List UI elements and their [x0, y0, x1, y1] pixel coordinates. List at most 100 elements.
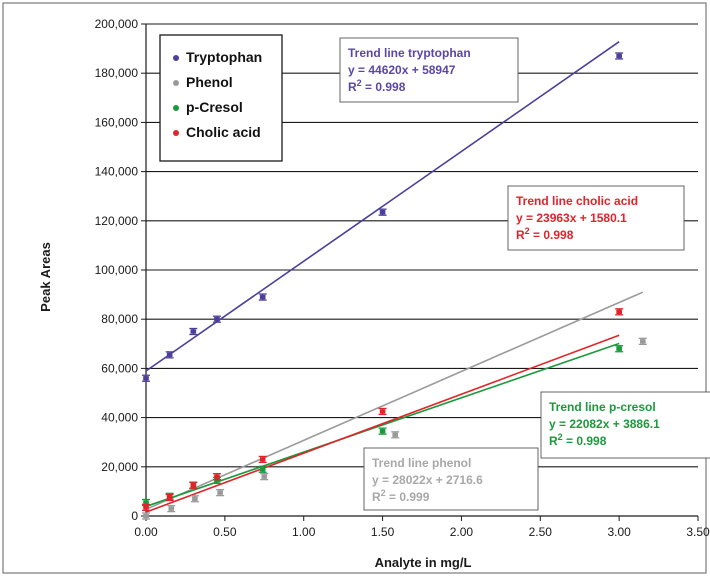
data-point-phenol — [167, 504, 176, 513]
x-tick-label: 1.50 — [371, 525, 395, 539]
x-tick-label: 0.00 — [134, 525, 158, 539]
data-point-cholic-acid — [142, 503, 150, 512]
marker — [259, 457, 266, 462]
marker — [166, 352, 173, 358]
data-point-tryptophan — [258, 293, 267, 301]
marker — [379, 209, 386, 215]
data-point-tryptophan — [165, 351, 174, 359]
annotation-box — [363, 447, 539, 511]
legend-marker — [173, 105, 179, 111]
data-point-phenol — [142, 512, 150, 520]
annotation-tryptophan: Trend line tryptophan y = 44620x + 58947R… — [339, 37, 519, 103]
data-point-cholic-acid — [258, 455, 267, 464]
legend-marker — [173, 80, 179, 86]
annotation-r2: R2 = 0.998 — [549, 432, 607, 448]
y-tick-label: 200,000 — [95, 17, 139, 31]
trend-lines — [145, 41, 644, 513]
marker — [143, 505, 149, 510]
legend-label: Tryptophan — [186, 49, 262, 65]
data-point-tryptophan — [378, 208, 387, 216]
data-point-cholic-acid — [212, 472, 221, 481]
legend-label: Cholic acid — [186, 124, 261, 140]
marker — [259, 467, 266, 472]
marker — [214, 478, 220, 483]
x-axis-title: Analyte in mg/L — [375, 555, 472, 570]
data-point-phenol — [190, 495, 199, 503]
axes: 0 20,000 40,000 60,000 80,000 100,000 120,000 1… — [95, 17, 710, 539]
data-point-cholic-acid — [165, 493, 174, 502]
annotation-phenol: Trend line phenol y = 28022x + 2716.6R2 =… — [363, 447, 539, 511]
data-point-tryptophan — [142, 374, 150, 382]
marker — [214, 317, 220, 322]
data-point-phenol — [638, 337, 647, 345]
marker — [190, 329, 197, 334]
annotation-r2: R2 = 0.999 — [372, 488, 430, 504]
legend-label: Phenol — [186, 74, 233, 90]
data-point-tryptophan — [212, 315, 221, 323]
annotation-r2: R2 = 0.998 — [348, 78, 406, 94]
annotation-title: Trend line cholic acid — [516, 194, 638, 208]
data-point-p-cresol — [258, 465, 267, 473]
data-points — [142, 52, 647, 520]
annotation-title: Trend line phenol — [372, 456, 471, 470]
y-tick-label: 160,000 — [95, 115, 139, 129]
annotation-title: Trend line tryptophan — [348, 46, 471, 60]
marker — [143, 376, 149, 381]
marker — [261, 474, 268, 479]
y-tick-label: 60,000 — [101, 361, 138, 375]
annotation-cholic-acid: Trend line cholic acid y = 23963x + 1580.… — [507, 185, 685, 251]
data-point-cholic-acid — [615, 308, 624, 316]
legend-box — [159, 34, 283, 162]
marker — [259, 294, 266, 300]
data-point-phenol — [260, 472, 269, 481]
trend-line-phenol — [145, 291, 644, 511]
data-point-p-cresol — [378, 427, 387, 435]
marker — [168, 506, 175, 511]
data-point-cholic-acid — [378, 407, 387, 416]
y-tick-label: 40,000 — [101, 411, 138, 425]
x-tick-label: 3.00 — [607, 525, 631, 539]
marker — [616, 53, 622, 59]
annotation-p-cresol: Trend line p-cresol y = 22082x + 3886.1R2… — [540, 391, 710, 459]
annotation-equation: y = 28022x + 2716.6 — [372, 473, 483, 487]
annotation-equation: y = 23963x + 1580.1 — [516, 211, 627, 225]
annotation-box — [339, 37, 519, 103]
x-tick-label: 2.50 — [529, 525, 553, 539]
data-point-tryptophan — [615, 52, 624, 60]
marker — [379, 428, 386, 434]
marker — [616, 309, 622, 315]
y-tick-label: 100,000 — [95, 263, 139, 277]
data-point-phenol — [216, 488, 225, 497]
legend-marker — [173, 130, 179, 136]
x-tick-label: 1.00 — [292, 525, 316, 539]
y-axis-title: Peak Areas — [38, 242, 53, 312]
legend-marker — [173, 55, 179, 61]
data-point-p-cresol — [615, 345, 624, 353]
annotation-equation: y = 44620x + 58947 — [348, 63, 456, 77]
marker — [166, 495, 173, 500]
x-tick-label: 2.00 — [450, 525, 474, 539]
marker — [214, 474, 220, 479]
annotation-equation: y = 22082x + 3886.1 — [549, 417, 660, 431]
y-tick-label: 20,000 — [101, 460, 138, 474]
y-tick-label: 0 — [131, 509, 138, 523]
y-tick-label: 140,000 — [95, 165, 139, 179]
marker — [392, 432, 398, 438]
marker — [640, 339, 646, 344]
data-point-tryptophan — [189, 327, 198, 336]
marker — [143, 513, 149, 519]
annotation-title: Trend line p-cresol — [549, 400, 656, 414]
y-tick-label: 80,000 — [101, 312, 138, 326]
data-point-phenol — [391, 431, 400, 439]
trend-line-tryptophan — [145, 41, 620, 372]
y-tick-label: 180,000 — [95, 66, 139, 80]
marker — [616, 346, 622, 351]
legend-label: p-Cresol — [186, 99, 243, 115]
marker — [192, 496, 198, 501]
marker — [143, 500, 149, 505]
marker — [190, 483, 197, 488]
legend: Tryptophan Phenol p-Cresol Cholic acid — [159, 34, 283, 162]
